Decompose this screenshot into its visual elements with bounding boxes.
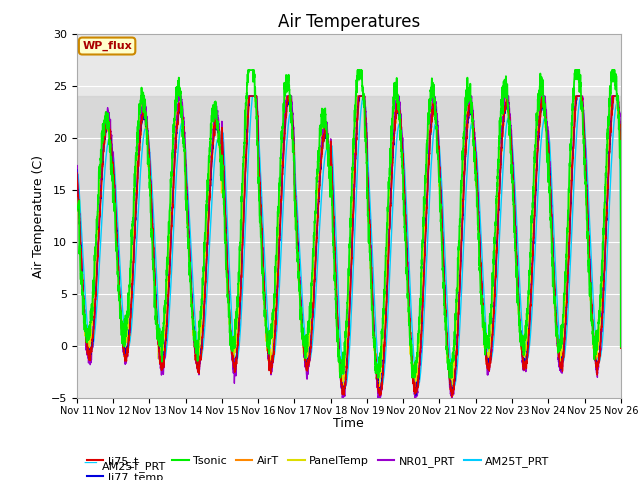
Bar [77,96,621,346]
Text: AM25T_PRT: AM25T_PRT [102,461,166,472]
Title: Air Temperatures: Air Temperatures [278,12,420,31]
Text: —: — [83,457,97,471]
X-axis label: Time: Time [333,418,364,431]
Text: WP_flux: WP_flux [82,41,132,51]
Y-axis label: Air Temperature (C): Air Temperature (C) [32,155,45,277]
Legend: li75_t, li77_temp, Tsonic, AirT, PanelTemp, NR01_PRT, AM25T_PRT: li75_t, li77_temp, Tsonic, AirT, PanelTe… [83,451,554,480]
